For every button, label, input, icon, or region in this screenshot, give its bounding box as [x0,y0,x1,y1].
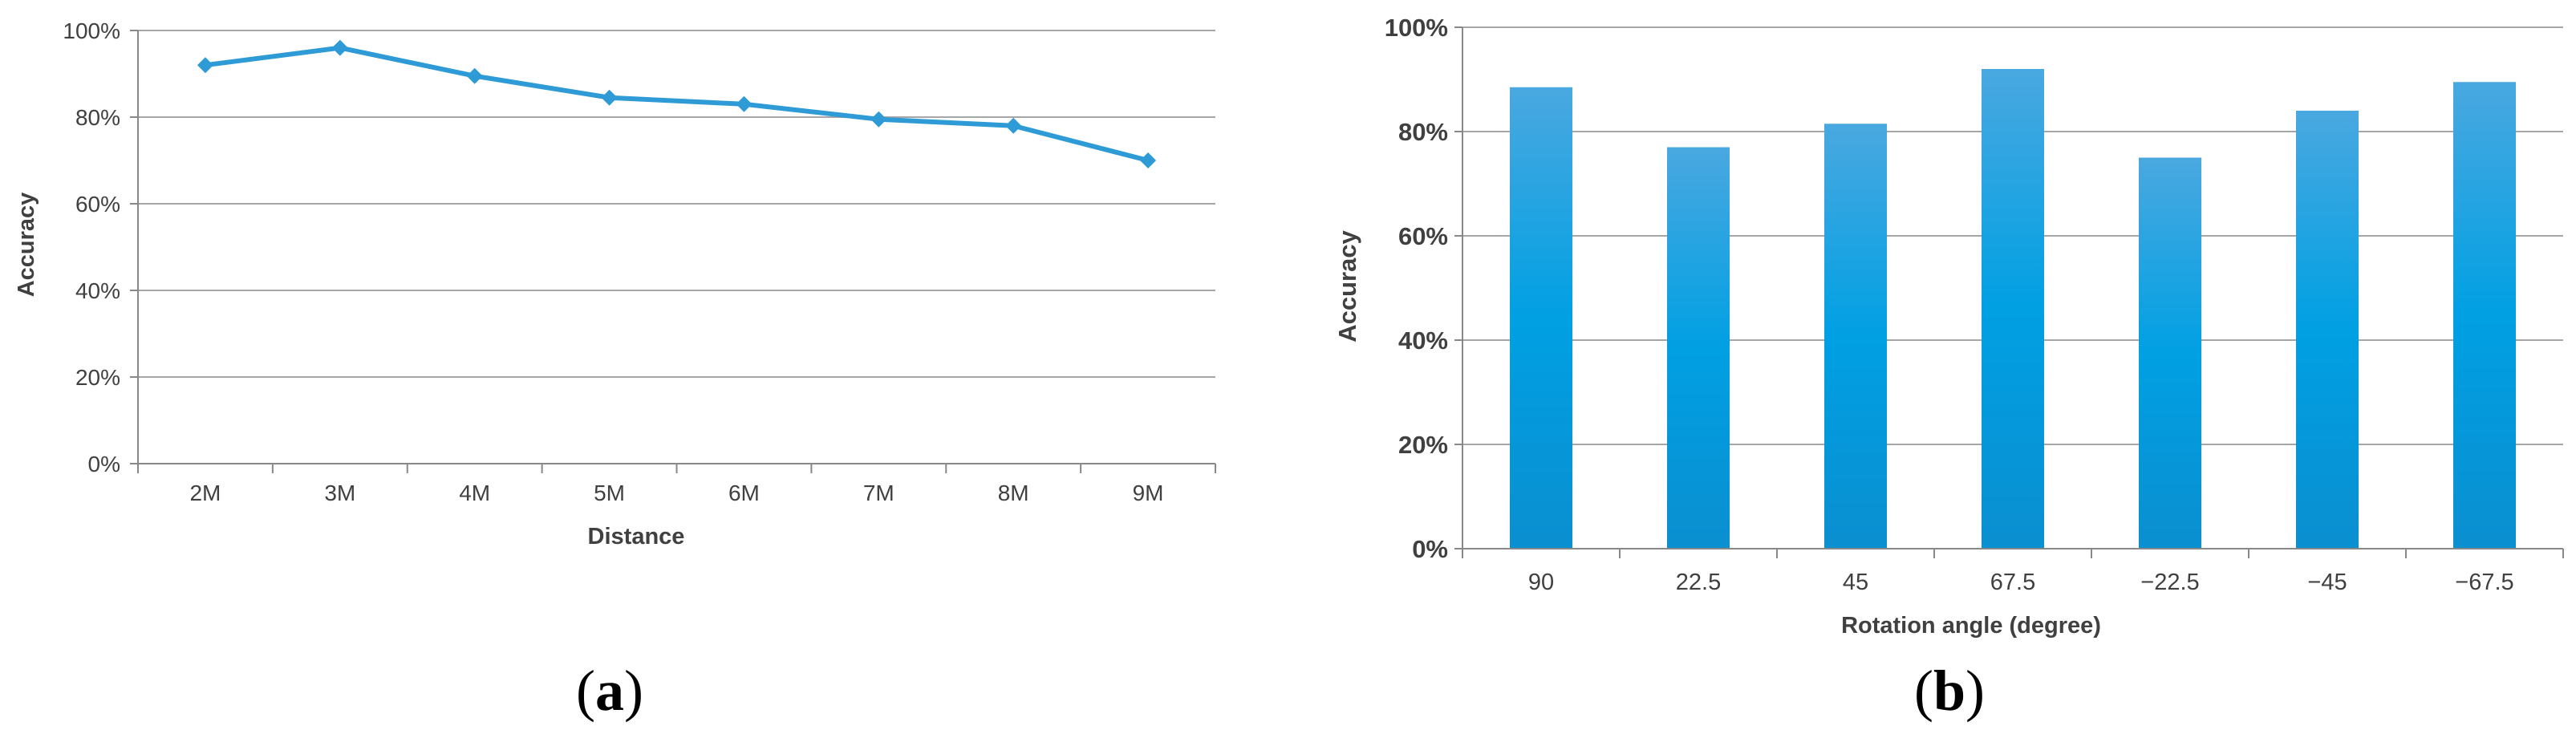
y-tick-label: 80% [1398,118,1448,146]
series-line [197,39,1157,168]
x-tick-label: 7M [863,481,895,505]
y-tick-label: 20% [75,365,120,390]
x-tick-label: −67.5 [2455,570,2513,595]
x-tick-label: 67.5 [1990,570,2035,595]
data-point-marker [197,57,213,74]
bar [2453,82,2516,549]
x-tick-label: 5M [594,481,625,505]
y-axis-title: Accuracy [1333,229,1361,342]
x-tick-label: 9M [1133,481,1164,505]
gridlines [138,30,1215,378]
x-axis-title: Rotation angle (degree) [1841,613,2101,639]
y-tick-labels: 0% 20% 40% 60% 80% 100% [63,18,120,476]
bar [1510,87,1572,549]
series-line [202,45,1151,163]
bar [1824,124,1887,549]
bar [1667,147,1730,549]
data-point-marker [466,67,483,84]
x-tick-label: 22.5 [1676,570,1721,595]
bars [1510,69,2516,549]
y-tick-label: 60% [75,192,120,217]
data-point-marker [331,39,348,56]
data-point-marker [1140,152,1157,168]
bar [2139,157,2201,549]
axes [130,30,1216,473]
x-tick-label: 45 [1843,570,1868,595]
y-tick-label: 60% [1398,222,1448,250]
x-tick-label: 8M [998,481,1029,505]
y-tick-label: 80% [75,105,120,130]
x-tick-label: 3M [324,481,355,505]
data-point-marker [601,89,618,106]
bar [1982,69,2044,549]
x-tick-label: 90 [1528,570,1554,595]
axes [1454,26,2564,558]
data-point-marker [1005,117,1022,134]
panel-label-a: (a) [576,659,643,723]
y-tick-label: 40% [75,278,120,303]
data-point-marker [870,111,887,128]
x-tick-label: −45 [2307,570,2347,595]
x-tick-label: 2M [189,481,221,505]
x-tick-label: 4M [459,481,490,505]
x-tick-labels: 90 22.5 45 67.5 −22.5 −45 −67.5 [1528,570,2514,595]
y-tick-label: 0% [1412,535,1448,563]
y-tick-label: 20% [1398,431,1448,459]
bar-chart-rotation-angle: 0% 20% 40% 60% 80% 100% 90 22.5 45 67.5 −22.5 −45 −… [1333,14,2564,723]
y-axis-title: Accuracy [14,193,39,298]
y-tick-label: 100% [1385,14,1448,42]
y-tick-labels: 0% 20% 40% 60% 80% 100% [1385,14,1448,563]
y-tick-label: 40% [1398,326,1448,355]
x-axis-title: Distance [588,524,685,549]
line-chart-distance: 0% 20% 40% 60% 80% 100% 2M 3M 4M 5M 6M 7M 8M 9M Dist… [14,18,1216,723]
data-point-marker [736,95,753,112]
x-tick-label: 6M [728,481,760,505]
panel-label-b: (b) [1914,659,1985,723]
y-tick-label: 0% [88,452,120,476]
x-tick-label: −22.5 [2140,570,2199,595]
x-tick-labels: 2M 3M 4M 5M 6M 7M 8M 9M [189,481,1163,505]
bar [2296,111,2359,549]
y-tick-label: 100% [63,18,120,43]
